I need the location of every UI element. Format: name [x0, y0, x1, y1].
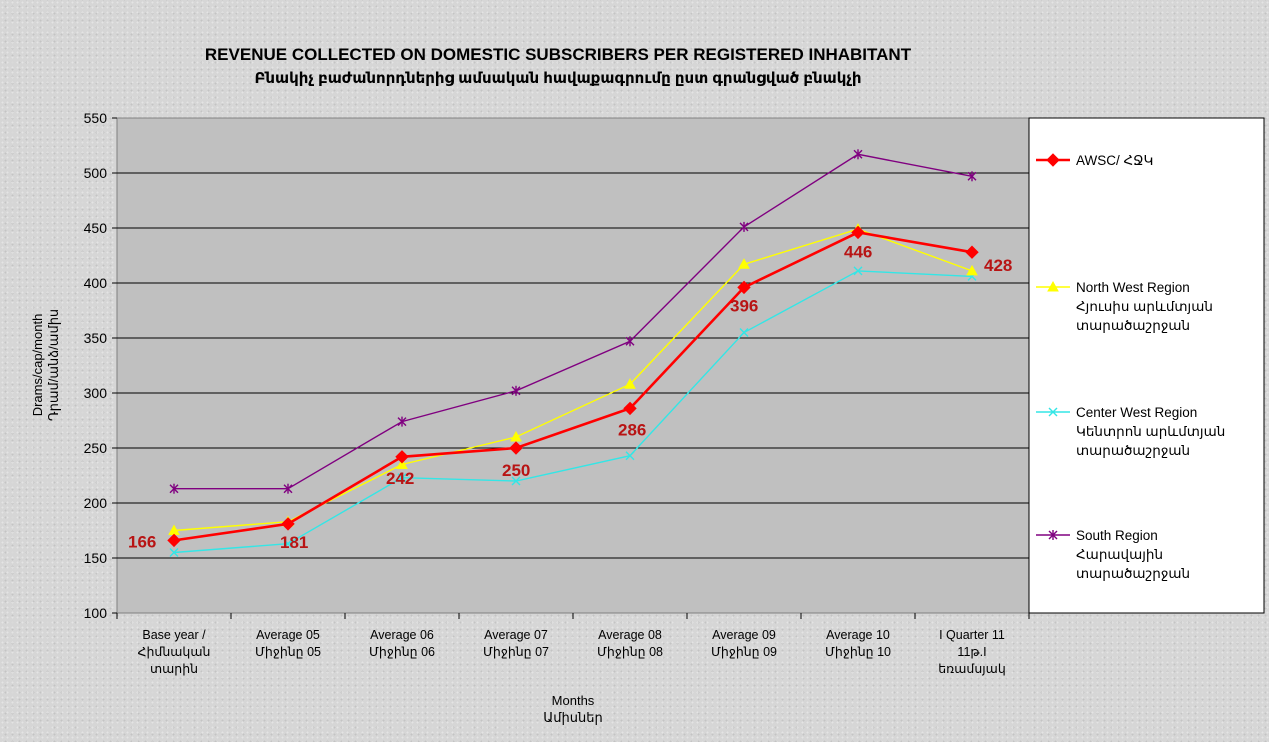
series-2-point: [396, 458, 408, 469]
series-1-point: [395, 450, 409, 464]
series-4-point: [739, 221, 749, 232]
x-axis-label: Months Ամիսներ: [543, 693, 602, 725]
series-3-point: [739, 328, 749, 337]
x-tick-label: Average 09 Միջինը 09: [711, 628, 777, 659]
y-tick-label: 500: [84, 165, 108, 181]
chart-title: REVENUE COLLECTED ON DOMESTIC SUBSCRIBER…: [205, 45, 912, 64]
series-3-point: [625, 451, 635, 461]
legend: AWSC/ ՀՋԿ North West Region Հյուսիս արևմտյ…: [1036, 153, 1225, 581]
x-tick-label: I Quarter 11 11թ.I եռամսյակ: [938, 628, 1006, 676]
series-2-point: [966, 264, 978, 276]
data-label: 428: [984, 256, 1012, 275]
legend-label: North West Region Հյուսիս արևմտյան տարածաշ…: [1076, 280, 1213, 333]
series-1-point: [167, 533, 181, 548]
y-tick-label: 300: [84, 385, 108, 401]
data-label: 446: [844, 242, 872, 261]
series-1-point: [623, 401, 637, 416]
x-axis-title: Months Ամիսներ: [543, 693, 602, 725]
y-tick-label: 250: [84, 440, 108, 456]
legend-item: AWSC/ ՀՋԿ: [1036, 153, 1153, 168]
y-tick-label: 150: [84, 550, 108, 566]
legend-marker: [1048, 530, 1058, 540]
legend-box: [1028, 117, 1265, 614]
series-2-point: [510, 430, 522, 442]
legend-label: AWSC/ ՀՋԿ: [1076, 153, 1153, 168]
legend-marker: [1047, 280, 1059, 292]
x-tick-label: Average 08 Միջինը 08: [597, 628, 663, 659]
series-4-point: [625, 336, 635, 347]
series-3-point: [169, 548, 179, 557]
data-labels: 166 181 242 250 286 396 446 428: [128, 242, 1012, 552]
y-tick-label: 100: [84, 605, 108, 621]
data-label: 166: [128, 532, 156, 551]
y-axis-label: Drams/cap/monthԴրամ/անձ/ամիս: [30, 309, 61, 421]
series-1-point: [737, 280, 751, 295]
series-1-point: [281, 517, 295, 531]
y-tick-label: 550: [84, 110, 108, 126]
series-1-point: [509, 441, 523, 455]
y-axis-ticks: 100 150 200 250 300 350 400 450 500 550: [84, 110, 117, 621]
x-tick-label: Average 10 Միջինը 10: [825, 628, 891, 659]
y-tick-label: 350: [84, 330, 108, 346]
legend-label: Center West Region Կենտրոն արևմտյան տարածա…: [1076, 405, 1225, 458]
series-1-point: [965, 245, 979, 259]
data-label: 286: [618, 420, 646, 439]
series-2-point: [624, 378, 636, 389]
series-3-point: [283, 539, 293, 549]
legend-item: Center West Region Կենտրոն արևմտյան տարածա…: [1036, 405, 1225, 458]
y-tick-label: 450: [84, 220, 108, 236]
data-label: 181: [280, 533, 308, 552]
x-tick-label: Base year / Հիմնական տարին: [138, 628, 211, 676]
data-label: 250: [502, 461, 530, 480]
y-tick-label: 200: [84, 495, 108, 511]
series-4-point: [511, 385, 521, 396]
legend-item: North West Region Հյուսիս արևմտյան տարածաշ…: [1036, 280, 1213, 333]
legend-item: South Region Հարավային տարածաշրջան: [1036, 528, 1190, 581]
x-axis-ticks: Base year / Հիմնական տարին Average 05 Միջինը…: [116, 613, 1030, 676]
legend-marker: [1048, 407, 1058, 417]
series-4-point: [397, 416, 407, 427]
legend-label: South Region Հարավային տարածաշրջան: [1076, 528, 1190, 581]
x-tick-label: Average 05 Միջինը 05: [255, 628, 321, 659]
gridlines: [117, 172, 1029, 559]
series-4-point: [967, 171, 977, 182]
data-label: 242: [386, 469, 414, 488]
series-4-point: [283, 483, 293, 494]
series-3-point: [853, 266, 863, 276]
series-4-point: [169, 483, 179, 494]
chart-subtitle: Բնակիչ բաժանորդներից ամսական հավաքագրում…: [254, 70, 861, 87]
series-line-4: [174, 153, 973, 490]
series-1-point: [851, 225, 865, 240]
legend-marker: [1046, 153, 1060, 167]
series-2-point: [738, 258, 750, 269]
series-4-point: [853, 149, 863, 160]
series-3-point: [511, 476, 521, 486]
series-group: [167, 149, 979, 557]
series-3-point: [397, 473, 407, 483]
series-line-1: [173, 231, 973, 542]
x-tick-label: Average 07 Միջինը 07: [483, 628, 549, 659]
y-axis-title: Drams/cap/monthԴրամ/անձ/ամիս: [30, 309, 61, 421]
x-tick-label: Average 06 Միջինը 06: [369, 628, 435, 659]
series-line-3: [173, 270, 973, 554]
y-tick-label: 400: [84, 275, 108, 291]
data-label: 396: [730, 296, 758, 315]
